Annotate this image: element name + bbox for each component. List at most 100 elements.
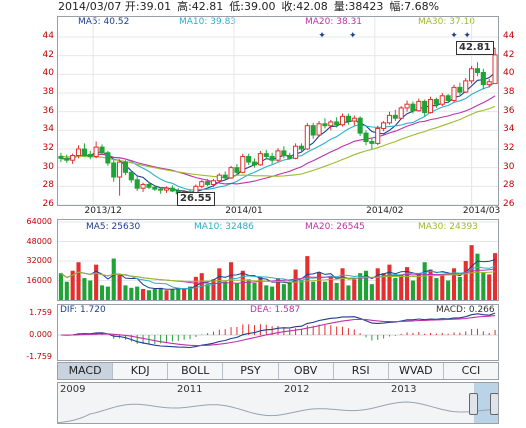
price-tick-right: 28	[503, 180, 515, 191]
volume-bar	[463, 261, 468, 300]
volume-bar	[234, 282, 239, 300]
ma10-label: MA10: 39.83	[179, 17, 237, 27]
candle	[381, 121, 387, 132]
volume-bar	[481, 271, 486, 300]
tab-rsi[interactable]: RSI	[334, 363, 389, 379]
volume-bar	[193, 276, 198, 300]
candle	[480, 68, 486, 90]
price-tick-left: 44	[42, 31, 54, 41]
volume-bar	[99, 285, 105, 300]
volume-bar	[387, 264, 392, 300]
candle	[134, 175, 140, 191]
tab-boll[interactable]: BOLL	[168, 363, 224, 379]
price-tick-right: 38	[503, 87, 515, 97]
volume-bar	[117, 274, 122, 300]
price-axis-right: 44 42 40 38 36 34 32 30 28 26	[503, 0, 526, 210]
candle	[410, 101, 416, 114]
candle	[310, 122, 316, 139]
volume-bar	[223, 281, 228, 300]
volume-bar	[246, 279, 251, 300]
candle	[87, 150, 93, 160]
volume-bar	[158, 287, 163, 300]
date-tick-label: 2014/01	[225, 206, 263, 216]
candle	[169, 185, 175, 192]
tab-cci[interactable]: CCI	[461, 364, 481, 377]
event-marker: ✦	[463, 31, 471, 41]
date-tick-label: 2014/03	[462, 206, 501, 216]
candle	[345, 113, 351, 125]
volume-bar	[369, 284, 374, 300]
range-handle-right[interactable]	[490, 393, 498, 415]
volume-bar	[422, 262, 427, 300]
volume-bar	[322, 281, 327, 300]
volume-bar	[152, 289, 157, 300]
indicator-tabs: MACD KDJ BOLL PSY OBV RSI WVAD CCI	[57, 362, 499, 380]
candle	[222, 171, 228, 180]
quote-date-open: 2014/03/07 开:39.01	[58, 0, 172, 13]
price-tick-right: 30	[503, 161, 515, 172]
macd-chart-svg	[58, 312, 498, 349]
tab-obv[interactable]: OBV	[279, 363, 334, 379]
candle	[451, 84, 457, 103]
tab-psy[interactable]: PSY	[223, 363, 279, 379]
volume-bar	[451, 268, 457, 300]
event-marker: ✦	[318, 31, 326, 41]
tab-macd[interactable]: MACD	[58, 363, 114, 379]
candle	[257, 150, 263, 166]
volume-bar	[123, 285, 128, 300]
ma20-label: MA20: 38.31	[305, 17, 363, 27]
candle	[281, 146, 287, 159]
vol-ma10-label: MA10: 32486	[194, 222, 254, 232]
price-tick-right: 40	[503, 68, 515, 79]
high-price-tag: 42.81	[456, 41, 494, 55]
volume-axis: 64000 48000 32000 16000	[0, 0, 56, 300]
volume-bar	[475, 253, 480, 300]
volume-bar	[311, 281, 316, 300]
candle	[275, 148, 281, 163]
volume-bar	[187, 286, 193, 300]
candle	[128, 170, 134, 183]
volume-bar	[293, 269, 298, 300]
candle	[339, 113, 346, 127]
year-label-2013: 2013	[391, 384, 417, 395]
candle	[105, 150, 111, 166]
tab-kdj[interactable]: KDJ	[113, 363, 169, 379]
volume-bar	[88, 280, 93, 300]
history-navigator[interactable]: 2009 2011 2012 2013	[57, 382, 499, 424]
volume-bar	[258, 276, 263, 300]
macd-tick: -1.759	[26, 352, 52, 361]
tab-wvad[interactable]: WVAD	[389, 363, 444, 379]
candle	[269, 152, 275, 164]
candle	[117, 159, 123, 196]
candle	[263, 149, 269, 160]
dif-label: DIF: 1.720	[60, 305, 106, 315]
volume-bar	[416, 273, 421, 300]
volume-bar	[346, 285, 351, 300]
candle	[386, 111, 393, 125]
candle	[240, 153, 246, 174]
price-axis-left: 44 42 40 38 36 34 32 30 28 26	[30, 0, 54, 210]
candle	[375, 125, 381, 146]
candle	[363, 130, 369, 146]
volume-bar	[252, 282, 257, 300]
quote-info-bar: 2014/03/07 开:39.01 高:42.81 低:39.00 收:42.08 量…	[0, 0, 526, 14]
volume-bar	[199, 273, 204, 300]
dif-line	[60, 312, 496, 349]
candle	[351, 115, 357, 126]
volume-bar	[164, 290, 169, 300]
volume-bar	[405, 267, 410, 300]
candle	[445, 93, 451, 104]
macd-tick: 1.759	[29, 308, 52, 317]
volume-bar	[457, 276, 462, 300]
volume-bar	[205, 284, 210, 300]
candle	[140, 182, 146, 192]
range-handle-left[interactable]	[469, 393, 478, 415]
price-tick-right: 32	[503, 143, 515, 153]
price-tick-right: 44	[503, 31, 515, 41]
price-tick-left: 34	[42, 124, 54, 135]
volume-bar	[94, 264, 99, 300]
candle	[328, 120, 334, 131]
volume-tick: 64000	[26, 217, 52, 226]
price-tick-left: 28	[42, 180, 54, 191]
volume-bar	[328, 276, 333, 300]
